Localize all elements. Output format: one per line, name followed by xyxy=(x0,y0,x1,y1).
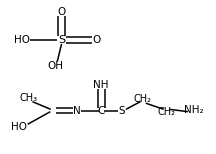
Text: OH: OH xyxy=(47,61,63,71)
Text: N: N xyxy=(73,106,81,116)
Text: HO: HO xyxy=(14,35,30,45)
Text: NH: NH xyxy=(93,81,108,90)
Text: S: S xyxy=(58,35,65,45)
Text: S: S xyxy=(119,106,125,116)
Text: O: O xyxy=(57,7,66,17)
Text: C: C xyxy=(98,106,105,116)
Text: CH₃: CH₃ xyxy=(19,93,37,103)
Text: CH₂: CH₂ xyxy=(133,94,152,103)
Text: O: O xyxy=(93,35,101,45)
Text: NH₂: NH₂ xyxy=(184,105,203,115)
Text: CH₂: CH₂ xyxy=(157,107,175,117)
Text: HO: HO xyxy=(11,122,27,132)
